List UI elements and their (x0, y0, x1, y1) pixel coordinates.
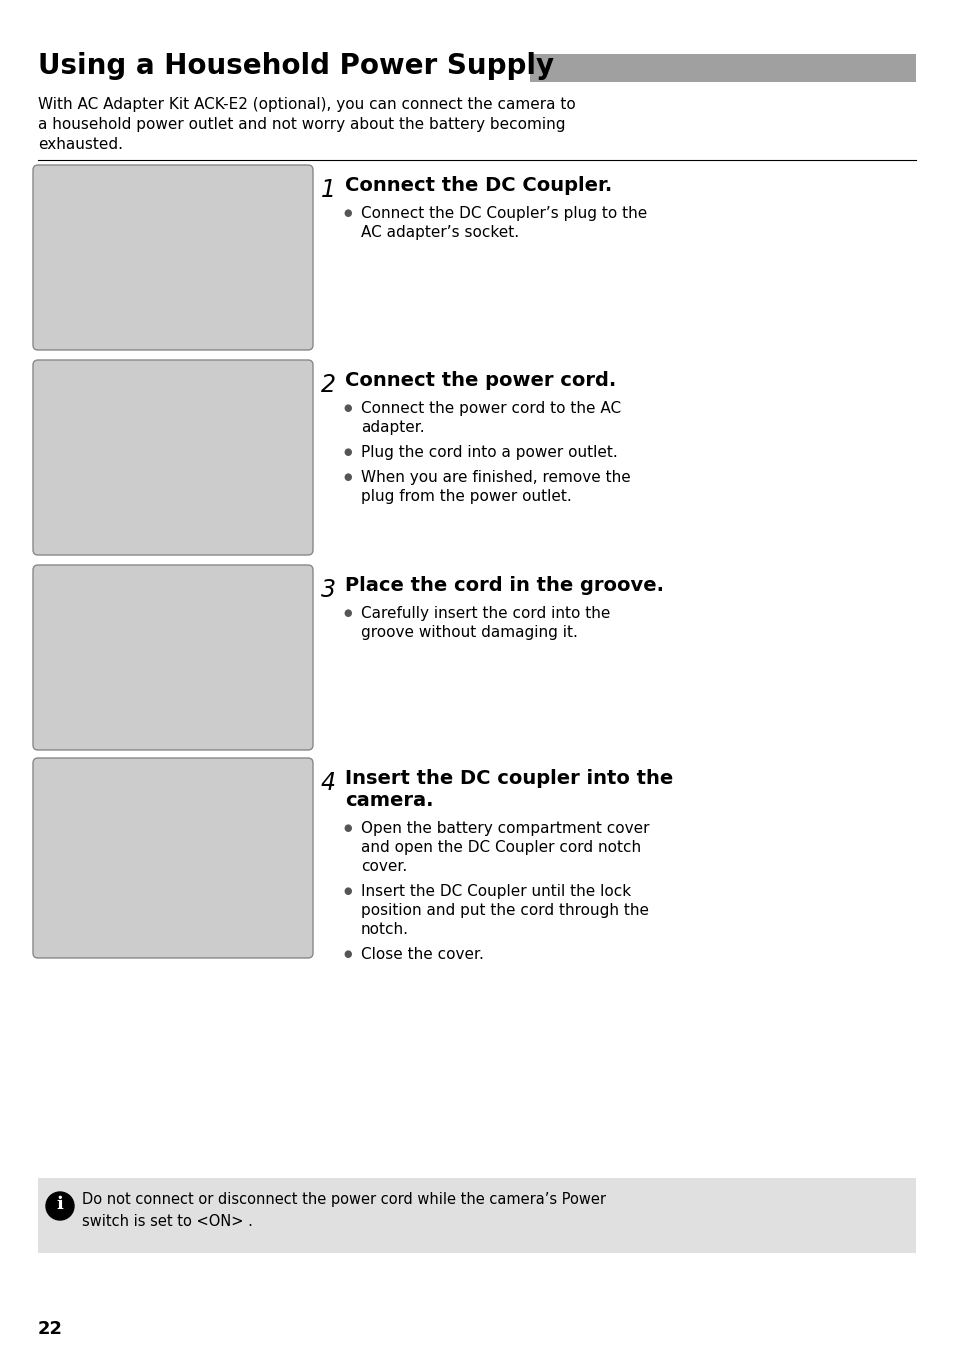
Text: ●: ● (343, 472, 351, 482)
FancyBboxPatch shape (33, 758, 313, 958)
Text: Carefully insert the cord into the: Carefully insert the cord into the (360, 606, 610, 621)
Text: notch.: notch. (360, 921, 409, 938)
Text: AC adapter’s socket.: AC adapter’s socket. (360, 225, 518, 240)
Text: 2: 2 (320, 374, 335, 397)
Text: Using a Household Power Supply: Using a Household Power Supply (38, 53, 554, 80)
Text: Connect the DC Coupler’s plug to the: Connect the DC Coupler’s plug to the (360, 206, 646, 221)
Text: When you are finished, remove the: When you are finished, remove the (360, 469, 630, 486)
Text: ●: ● (343, 447, 351, 457)
Text: plug from the power outlet.: plug from the power outlet. (360, 488, 571, 505)
Text: 4: 4 (320, 772, 335, 795)
Text: Connect the power cord to the AC: Connect the power cord to the AC (360, 401, 620, 415)
Text: With AC Adapter Kit ACK-E2 (optional), you can connect the camera to: With AC Adapter Kit ACK-E2 (optional), y… (38, 97, 576, 112)
Text: a household power outlet and not worry about the battery becoming: a household power outlet and not worry a… (38, 117, 565, 132)
Bar (530, 54, 915, 82)
Text: camera.: camera. (345, 791, 433, 809)
Text: ℹ: ℹ (56, 1195, 63, 1213)
FancyBboxPatch shape (33, 565, 313, 750)
Text: Connect the power cord.: Connect the power cord. (345, 371, 616, 390)
Circle shape (46, 1193, 74, 1219)
Text: Insert the DC Coupler until the lock: Insert the DC Coupler until the lock (360, 884, 631, 898)
Text: position and put the cord through the: position and put the cord through the (360, 902, 648, 919)
Bar (38, 1178, 915, 1253)
Text: exhausted.: exhausted. (38, 138, 123, 152)
Text: Open the battery compartment cover: Open the battery compartment cover (360, 822, 649, 836)
Text: 3: 3 (320, 577, 335, 602)
FancyBboxPatch shape (33, 165, 313, 349)
Text: Insert the DC coupler into the: Insert the DC coupler into the (345, 769, 673, 788)
Text: ●: ● (343, 403, 351, 413)
Text: Do not connect or disconnect the power cord while the camera’s Power: Do not connect or disconnect the power c… (82, 1193, 605, 1207)
Text: ●: ● (343, 823, 351, 832)
Text: ●: ● (343, 608, 351, 618)
Text: adapter.: adapter. (360, 420, 424, 434)
Text: Plug the cord into a power outlet.: Plug the cord into a power outlet. (360, 445, 618, 460)
Text: Close the cover.: Close the cover. (360, 947, 483, 962)
Text: Place the cord in the groove.: Place the cord in the groove. (345, 576, 663, 595)
Text: ●: ● (343, 208, 351, 219)
Text: ●: ● (343, 948, 351, 959)
Text: ●: ● (343, 886, 351, 896)
Text: Connect the DC Coupler.: Connect the DC Coupler. (345, 175, 612, 196)
Text: cover.: cover. (360, 859, 407, 874)
Text: 1: 1 (320, 178, 335, 202)
Text: groove without damaging it.: groove without damaging it. (360, 625, 578, 639)
Text: and open the DC Coupler cord notch: and open the DC Coupler cord notch (360, 840, 640, 855)
FancyBboxPatch shape (33, 360, 313, 554)
Text: 22: 22 (38, 1321, 63, 1338)
Text: switch is set to <ON> .: switch is set to <ON> . (82, 1214, 253, 1229)
